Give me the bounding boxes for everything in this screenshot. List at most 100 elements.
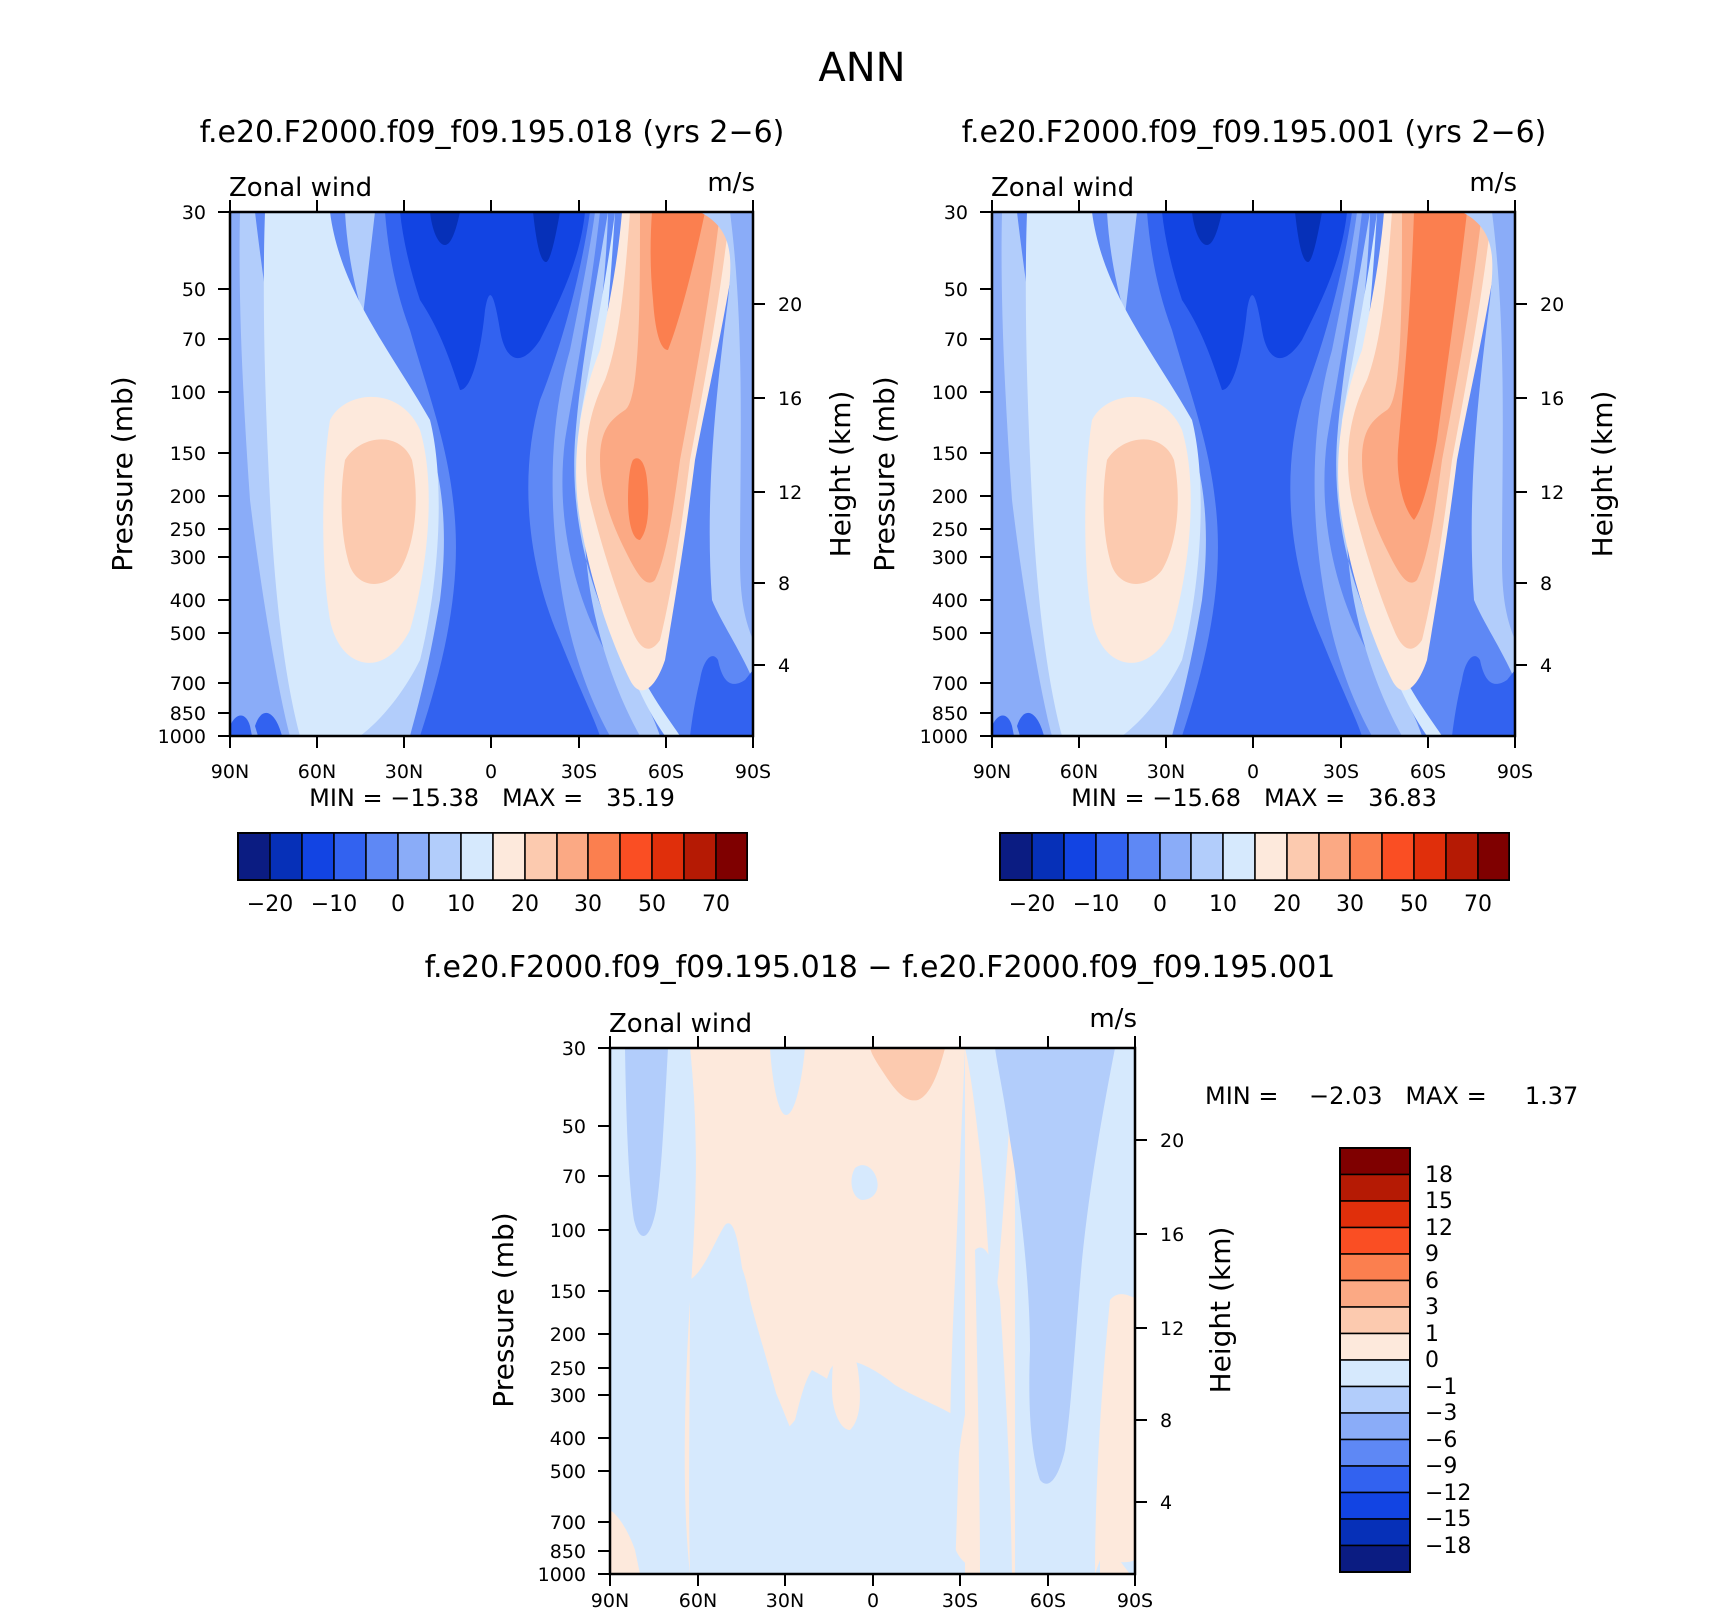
contour-band <box>851 1165 878 1200</box>
y-tick-label: 850 <box>170 703 206 725</box>
y-axis-label: Pressure (mb) <box>868 376 901 571</box>
contour-band <box>385 212 600 736</box>
contour-band <box>533 212 560 262</box>
y-tick-label: 30 <box>182 202 206 224</box>
contour-band <box>400 212 585 390</box>
contour-band <box>1095 1294 1135 1574</box>
colorbar-box <box>1339 1200 1411 1229</box>
panel-title: f.e20.F2000.f09_f09.195.018 (yrs 2−6) <box>200 115 785 150</box>
y-tick-label: 30 <box>562 1038 586 1060</box>
y-tick-label: 200 <box>170 486 206 508</box>
height-tick-label: 4 <box>1540 655 1552 677</box>
x-tick-label: 0 <box>867 1590 879 1611</box>
contour-band <box>1100 1520 1130 1574</box>
x-axis: 90N 60N 30N 0 30S 60S 90S <box>211 200 771 783</box>
y-tick-label: 850 <box>550 1541 586 1563</box>
x-tick-label: 90N <box>973 761 1011 783</box>
colorbar-box <box>524 832 558 881</box>
colorbar-box <box>1445 832 1479 881</box>
colorbar-box <box>1254 832 1288 881</box>
colorbar: −20 −10 0 10 20 30 50 70 <box>999 832 1510 917</box>
colorbar-box <box>619 832 653 881</box>
y-tick-label: 50 <box>182 279 206 301</box>
x-axis: 90N 60N 30N 0 30S 60S 90S <box>591 1036 1153 1611</box>
height-tick-label: 8 <box>1540 573 1552 595</box>
x-tick-label: 90N <box>591 1590 629 1611</box>
contour-band <box>1397 212 1467 520</box>
colorbar-frame <box>1339 1147 1411 1573</box>
colorbar-label: 70 <box>702 892 730 917</box>
colorbar-label: 50 <box>638 892 666 917</box>
contour-band <box>1162 212 1347 390</box>
height-tick-label: 16 <box>1160 1224 1184 1246</box>
height-tick-label: 8 <box>1160 1410 1172 1432</box>
colorbar-box <box>1339 1332 1411 1361</box>
panel-model-001: f.e20.F2000.f09_f09.195.001 (yrs 2−6) Zo… <box>868 115 1619 917</box>
y-tick-label: 70 <box>944 329 968 351</box>
height-tick-label: 8 <box>778 573 790 595</box>
x-tick-label: 0 <box>1247 761 1259 783</box>
colorbar-box <box>1095 832 1129 881</box>
variable-label: Zonal wind <box>229 173 372 203</box>
colorbar-box <box>1339 1412 1411 1441</box>
contour-band <box>428 716 460 736</box>
colorbar-box <box>1318 832 1351 881</box>
colorbar-box <box>1063 832 1097 881</box>
colorbar-box <box>1339 1147 1411 1176</box>
y-tick-label: 700 <box>550 1512 586 1534</box>
panel-title: f.e20.F2000.f09_f09.195.001 (yrs 2−6) <box>962 115 1547 150</box>
colorbar-box <box>1031 832 1065 881</box>
contour-field <box>230 212 753 736</box>
y-tick-label: 200 <box>932 486 968 508</box>
pressure-axis: 30 50 70 100 150 200 250 300 400 500 700… <box>868 202 992 748</box>
contour-band <box>689 1223 800 1574</box>
colorbar-label: −6 <box>1425 1428 1457 1453</box>
colorbar-box <box>301 832 335 881</box>
colorbar-box <box>1159 832 1192 881</box>
colorbar-label: 6 <box>1425 1269 1439 1294</box>
y-tick-label: 500 <box>550 1461 586 1483</box>
x-tick-label: 60N <box>298 761 336 783</box>
y-tick-label: 250 <box>932 519 968 541</box>
y-tick-label: 300 <box>170 547 206 569</box>
colorbar-box <box>460 832 494 881</box>
x-tick-label: 60N <box>1060 761 1098 783</box>
y-tick-label: 250 <box>170 519 206 541</box>
y-tick-label: 50 <box>944 279 968 301</box>
colorbar-label: 0 <box>1425 1348 1439 1373</box>
height-tick-label: 4 <box>1160 1492 1172 1514</box>
y-tick-label: 400 <box>932 590 968 612</box>
x-tick-label: 90N <box>211 761 249 783</box>
colorbar-label: −10 <box>311 892 357 917</box>
height-axis: 20 16 12 8 4 Height (km) <box>1135 1130 1237 1514</box>
colorbar-label: 20 <box>1273 892 1301 917</box>
x-tick-label: 30S <box>942 1590 978 1611</box>
colorbar-label: 0 <box>391 892 405 917</box>
colorbar-box <box>397 832 430 881</box>
colorbar-label: 15 <box>1425 1189 1453 1214</box>
y-tick-label: 1000 <box>158 726 206 748</box>
height-axis-label: Height (km) <box>1204 1227 1237 1394</box>
colorbar-box <box>269 832 303 881</box>
contour-field <box>992 212 1515 736</box>
x-tick-label: 60N <box>679 1590 717 1611</box>
colorbar-label: 30 <box>574 892 602 917</box>
min-max-text: MIN = −15.38 MAX = 35.19 <box>309 784 675 812</box>
colorbar-box <box>333 832 367 881</box>
y-axis-label: Pressure (mb) <box>487 1212 520 1407</box>
colorbar-label: 20 <box>511 892 539 917</box>
contour-band <box>929 1350 947 1400</box>
colorbar-box <box>651 832 685 881</box>
height-tick-label: 12 <box>1160 1318 1184 1340</box>
colorbar-label: 10 <box>447 892 475 917</box>
contour-band <box>1103 439 1178 584</box>
units-label: m/s <box>1089 1004 1137 1034</box>
x-tick-label: 60S <box>648 761 684 783</box>
contour-band <box>1017 712 1044 736</box>
variable-label: Zonal wind <box>991 173 1134 203</box>
contour-band <box>995 1048 1115 1484</box>
colorbar-box <box>715 832 748 881</box>
contour-band <box>770 1048 805 1115</box>
y-tick-label: 400 <box>170 590 206 612</box>
colorbar-label: 18 <box>1425 1163 1453 1188</box>
